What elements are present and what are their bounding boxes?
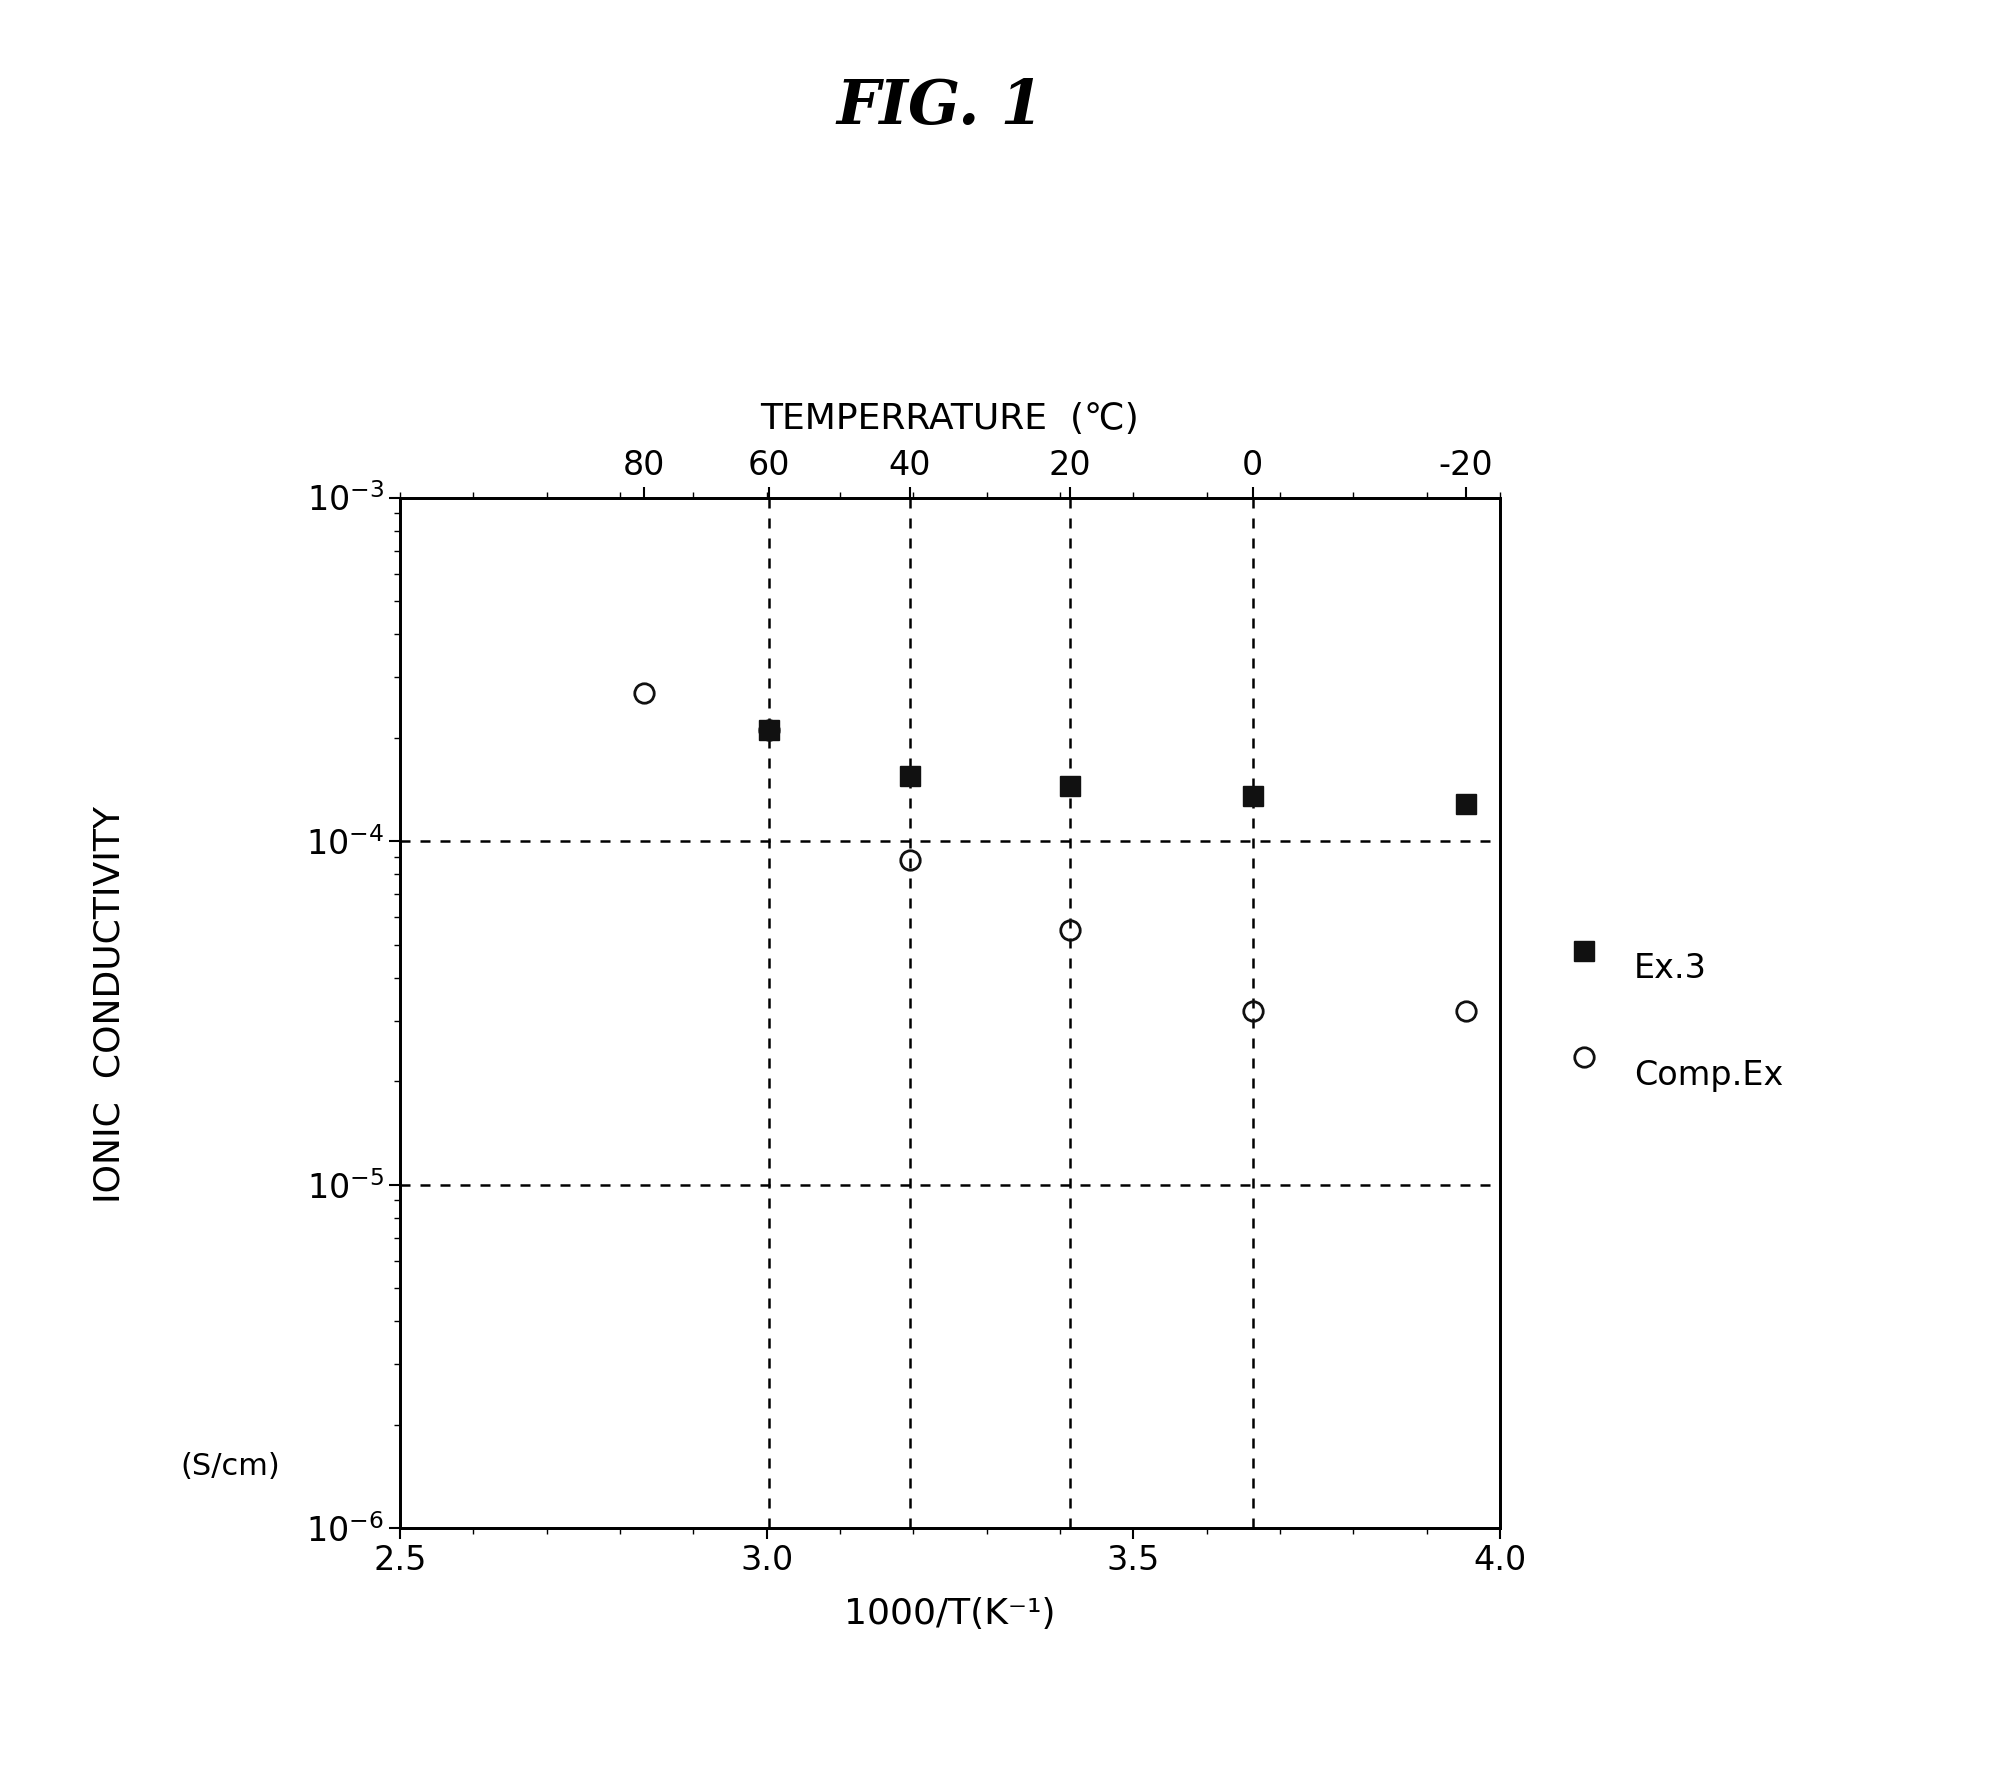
- Text: FIG. 1: FIG. 1: [836, 76, 1044, 137]
- X-axis label: 1000/T(K⁻¹): 1000/T(K⁻¹): [844, 1598, 1056, 1631]
- Text: Ex.3: Ex.3: [1634, 952, 1706, 984]
- Text: (S/cm): (S/cm): [180, 1452, 280, 1480]
- Text: IONIC  CONDUCTIVITY: IONIC CONDUCTIVITY: [92, 805, 128, 1203]
- X-axis label: TEMPERRATURE  (℃): TEMPERRATURE (℃): [760, 402, 1140, 435]
- Text: Comp.Ex: Comp.Ex: [1634, 1059, 1784, 1091]
